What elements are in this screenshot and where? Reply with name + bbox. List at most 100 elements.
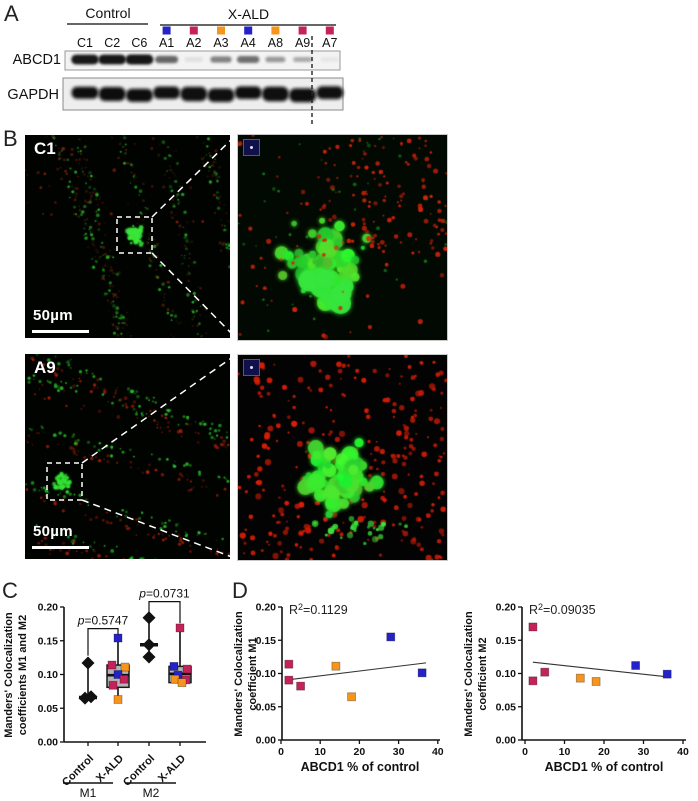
x-tick-label: 10: [314, 746, 326, 758]
lane-label: C1: [77, 36, 93, 50]
y-tick-label: 0.15: [38, 635, 59, 647]
crimson-sample-marker: [298, 26, 307, 35]
data-point: [177, 678, 187, 687]
data-point: [113, 633, 123, 643]
lane-label: A1: [159, 36, 174, 50]
data-point: [631, 661, 641, 670]
y-axis-title-line1: Manders' Colocalization: [463, 611, 475, 737]
abcd1-band: [293, 56, 313, 63]
data-point: [528, 676, 538, 686]
data-point-diamond: [142, 638, 156, 652]
y-tick-label: 0.05: [38, 703, 59, 715]
gapdh-band: [234, 86, 262, 99]
gapdh-band: [98, 86, 126, 102]
x-tick-label: 30: [393, 746, 405, 758]
abcd1-band: [320, 57, 339, 62]
data-point: [169, 662, 179, 671]
y-axis-title-line2: coefficient M1: [247, 637, 259, 710]
data-point: [296, 681, 305, 691]
inset-marker-icon: [243, 139, 260, 156]
data-point: [347, 692, 356, 702]
scalebar-label: 50µm: [33, 307, 73, 324]
r-squared-label: R2=0.09035: [529, 602, 596, 617]
gapdh-band: [180, 86, 208, 102]
gapdh-band: [207, 88, 235, 103]
data-point: [113, 670, 123, 679]
y-tick-label: 0.20: [38, 602, 59, 614]
y-tick-label: 0.05: [256, 701, 277, 713]
x-axis-title: ABCD1 % of control: [545, 760, 664, 774]
lane-label: A2: [186, 36, 201, 50]
x-axis-title: ABCD1 % of control: [301, 760, 420, 774]
lane-label: A3: [213, 36, 228, 50]
scalebar-label: 50µm: [33, 523, 73, 540]
abcd1-band: [98, 54, 127, 65]
boxplot-chart: 0.00 0.05 0.10 0.15 0.20 Manders' Colocalizat…: [3, 587, 206, 800]
scatter-chart-m1: 0.00 0.05 0.10 0.15 0.20 0 10 20 30 40 ABCD1 % of …: [233, 602, 444, 775]
data-point-diamond: [142, 650, 156, 664]
c1-zoom-image: [237, 134, 448, 341]
abcd1-band: [236, 56, 260, 63]
data-point: [284, 675, 294, 685]
crimson-sample-marker: [189, 26, 198, 35]
gapdh-band: [261, 86, 289, 102]
p-value-label: p=0.0731: [138, 587, 190, 601]
x-tick-label: 20: [598, 746, 610, 758]
data-point: [182, 664, 192, 674]
y-tick-label: 0.10: [496, 668, 517, 680]
y-tick-label: 0.20: [496, 602, 517, 614]
inset-dot-icon: [250, 366, 253, 369]
scalebar: [32, 330, 89, 333]
abcd1-band: [71, 54, 99, 65]
gapdh-band: [153, 86, 181, 99]
blue-sample-marker: [162, 26, 171, 35]
control-group-label: Control: [85, 5, 131, 21]
data-point-diamond: [142, 611, 156, 625]
y-tick-label: 0.10: [256, 668, 277, 680]
abcd1-band: [210, 56, 232, 63]
lane-label: A9: [295, 36, 310, 50]
r-squared-label: R2=0.1129: [289, 602, 348, 617]
y-tick-label: 0.05: [496, 701, 517, 713]
family-label: M2: [143, 786, 160, 800]
inset-dot-icon: [250, 146, 253, 149]
family-label: M1: [80, 786, 97, 800]
panel-a-label: A: [4, 1, 19, 26]
gapdh-band: [316, 86, 344, 100]
y-axis-title-line1: Manders' Colocalization: [233, 611, 245, 737]
abcd1-band: [184, 57, 204, 62]
data-point: [386, 632, 396, 642]
scalebar: [32, 546, 89, 549]
orange-sample-marker: [271, 26, 280, 35]
abcd1-band: [125, 54, 154, 65]
panel-c-label: C: [2, 578, 18, 603]
data-point: [575, 673, 585, 683]
data-point: [120, 662, 130, 672]
data-point: [540, 667, 550, 677]
y-tick-label: 0.00: [496, 735, 517, 747]
image-label: C1: [34, 139, 56, 158]
c1-zoom-canvas: [238, 135, 447, 340]
x-tick-label: 20: [354, 746, 366, 758]
xald-group-label: X-ALD: [227, 6, 270, 22]
x-tick-label: 40: [432, 746, 444, 758]
inset-marker-icon: [243, 359, 260, 376]
abcd1-row-label: ABCD1: [12, 52, 61, 68]
trend-line: [284, 662, 427, 681]
data-point-diamond: [81, 656, 95, 670]
data-point: [417, 668, 427, 678]
data-point: [331, 661, 341, 671]
trend-line: [532, 661, 668, 678]
a9-zoom-canvas: [238, 355, 447, 560]
significance-bracket: [87, 627, 119, 656]
x-tick-label: 0: [522, 746, 528, 758]
data-point: [107, 660, 117, 670]
image-label: A9: [34, 358, 56, 377]
y-axis-title-line2: coefficients M1 and M2: [17, 615, 29, 735]
category-label: X-ALD: [156, 753, 188, 785]
data-point: [591, 677, 601, 686]
c1-overview-image: C1 50µm: [25, 135, 230, 338]
gapdh-row-label: GAPDH: [7, 87, 59, 103]
y-tick-label: 0.15: [496, 635, 517, 647]
